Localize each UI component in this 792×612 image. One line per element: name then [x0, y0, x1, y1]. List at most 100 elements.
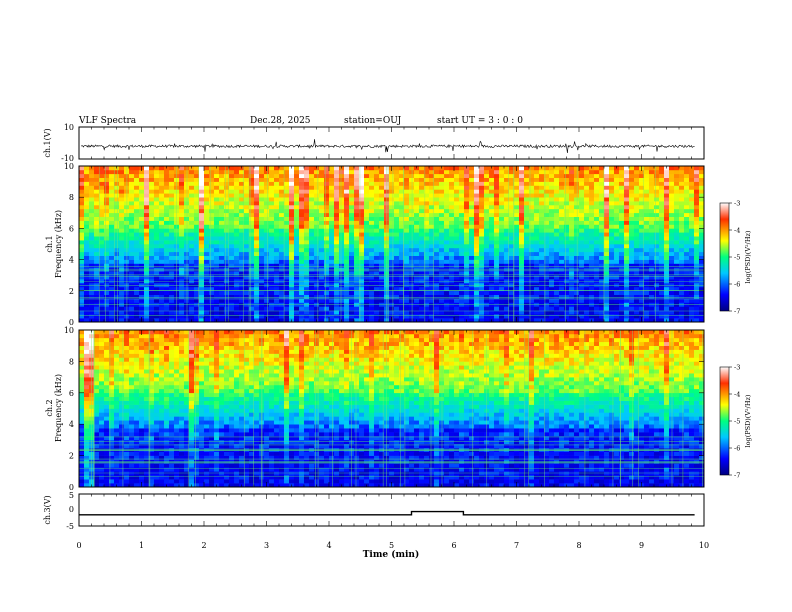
spectrogram-cell: [189, 173, 195, 178]
spectrogram-cell: [334, 294, 340, 299]
spectrogram-cell: [274, 240, 280, 245]
spectrogram-cell: [389, 251, 395, 256]
spectrogram-cell: [374, 251, 380, 256]
spectrogram-cell: [504, 216, 510, 221]
spectrogram-cell: [154, 177, 160, 182]
spectrogram-cell: [634, 318, 640, 323]
spectrogram-cell: [559, 197, 565, 202]
spectrogram-cell: [649, 208, 655, 214]
spectrogram-cell: [529, 189, 535, 194]
spectrogram-cell: [514, 314, 520, 319]
spectrogram-cell: [404, 169, 410, 175]
spectrogram-cell: [109, 220, 115, 225]
spectrogram-cell: [564, 201, 570, 206]
spectrogram-cell: [414, 208, 420, 214]
spectrogram-cell: [294, 212, 300, 217]
spectrogram-cell: [554, 169, 560, 175]
spectrogram-cell: [279, 181, 285, 186]
spectrogram-cell: [344, 216, 350, 221]
spectrogram-cell: [534, 251, 540, 256]
spectrogram-cell: [159, 294, 165, 299]
spectrogram-cell: [299, 271, 305, 276]
spectrogram-cell: [194, 298, 200, 303]
spectrogram-cell: [204, 169, 210, 175]
spectrogram-cell: [584, 169, 590, 175]
spectrogram-cell: [279, 240, 285, 245]
spectrogram-cell: [254, 240, 260, 245]
spectrogram-cell: [269, 220, 275, 225]
spectrogram-cell: [169, 232, 175, 237]
spectrogram-cell: [234, 247, 240, 253]
spectrogram-cell: [489, 208, 495, 214]
spectrogram-cell: [134, 169, 140, 175]
spectrogram-cell: [444, 306, 450, 311]
spectrogram-cell: [634, 310, 640, 315]
spectrogram-cell: [134, 244, 140, 249]
spectrogram-cell: [269, 259, 275, 264]
spectrogram-cell: [129, 240, 135, 245]
spectrogram-cell: [244, 275, 250, 280]
spectrogram-cell: [289, 298, 295, 303]
spectrogram-cell: [549, 232, 555, 237]
spectrogram-cell: [649, 189, 655, 194]
spectrogram-cell: [554, 318, 560, 323]
spectrogram-cell: [574, 177, 580, 182]
spectrogram-cell: [159, 201, 165, 206]
spectrogram-cell: [379, 228, 385, 233]
spectrogram-cell: [664, 290, 670, 295]
spectrogram-cell: [289, 181, 295, 186]
spectrogram-cell: [359, 208, 365, 214]
spectrogram-cell: [109, 306, 115, 311]
spectrogram-cell: [309, 216, 315, 221]
spectrogram-cell: [359, 290, 365, 295]
spectrogram-cell: [129, 306, 135, 311]
spectrogram-cell: [654, 193, 660, 198]
spectrogram-cell: [129, 263, 135, 268]
spectrogram-cell: [374, 263, 380, 268]
spectrogram-cell: [154, 251, 160, 256]
spectrogram-cell: [209, 263, 215, 268]
spectrogram-cell: [614, 271, 620, 276]
spectrogram-cell: [209, 197, 215, 202]
spectrogram-cell: [324, 244, 330, 249]
spectrogram-cell: [659, 228, 665, 233]
spectrogram-cell: [644, 318, 650, 323]
spectrogram-cell: [599, 208, 605, 214]
spectrogram-cell: [634, 228, 640, 233]
spectrogram-cell: [99, 286, 105, 292]
spectrogram-cell: [134, 240, 140, 245]
spectrogram-cell: [354, 173, 360, 178]
spectrogram-cell: [114, 173, 120, 178]
spectrogram-cell: [379, 259, 385, 264]
spectrogram-cell: [619, 173, 625, 178]
spectrogram-cell: [319, 181, 325, 186]
spectrogram-cell: [509, 189, 515, 194]
spectrogram-cell: [359, 244, 365, 249]
spectrogram-cell: [399, 228, 405, 233]
spectrogram-cell: [464, 310, 470, 315]
spectrogram-cell: [389, 169, 395, 175]
spectrogram-cell: [449, 240, 455, 245]
spectrogram-cell: [249, 275, 255, 280]
spectrogram-cell: [684, 240, 690, 245]
spectrogram-cell: [179, 263, 185, 268]
spectrogram-cell: [604, 216, 610, 221]
spectrogram-cell: [204, 271, 210, 276]
spectrogram-cell: [359, 298, 365, 303]
spectrogram-cell: [94, 251, 100, 256]
spectrogram-cell: [429, 314, 435, 319]
spectrogram-cell: [564, 306, 570, 311]
spectrogram-cell: [544, 177, 550, 182]
spectrogram-cell: [514, 185, 520, 190]
spectrogram-cell: [224, 193, 230, 198]
spectrogram-cell: [424, 255, 430, 260]
spectrogram-cell: [539, 185, 545, 190]
spectrogram-cell: [584, 197, 590, 202]
spectrogram-cell: [559, 275, 565, 280]
spectrogram-cell: [594, 247, 600, 253]
spectrogram-cell: [554, 177, 560, 182]
spectrogram-cell: [134, 224, 140, 229]
spectrogram-cell: [344, 275, 350, 280]
spectrogram-cell: [554, 166, 560, 171]
spectrogram-cell: [514, 173, 520, 178]
